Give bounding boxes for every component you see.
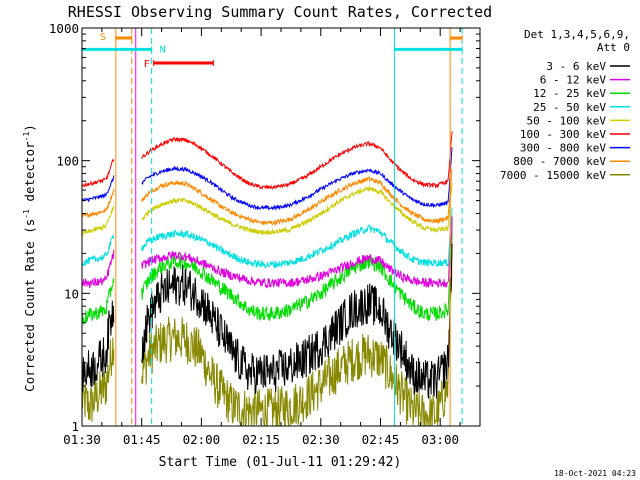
x-axis-label: Start Time (01-Jul-11 01:29:42) — [159, 455, 402, 470]
y-tick-label: 10 — [64, 286, 79, 301]
date-stamp: 18-Oct-2021 04:23 — [554, 469, 636, 478]
series-line — [81, 131, 453, 190]
series-segment — [141, 207, 453, 269]
series-segment — [82, 175, 115, 203]
marker-layer: S NF — [81, 28, 463, 426]
legend-label: 7000 - 15000 keV — [500, 169, 606, 182]
series-segment — [141, 147, 453, 211]
flag-label: F — [144, 59, 150, 70]
series-line — [81, 168, 453, 227]
legend-label: 50 - 100 keV — [527, 114, 607, 127]
series-layer — [81, 131, 453, 427]
x-tick-label: 01:30 — [63, 432, 101, 447]
y-tick-label: 1 — [71, 419, 79, 434]
legend-label: 800 - 7000 keV — [513, 155, 606, 168]
flag-label: N — [160, 45, 166, 56]
legend-label: 25 - 50 keV — [533, 101, 606, 114]
series-line — [81, 232, 453, 326]
series-line — [81, 218, 453, 427]
x-tick-label: 02:15 — [242, 432, 280, 447]
chart-title: RHESSI Observing Summary Count Rates, Co… — [68, 3, 492, 21]
series-segment — [141, 243, 453, 399]
legend-label: 300 - 800 keV — [520, 142, 606, 155]
legend-label: 3 - 6 keV — [546, 60, 606, 73]
y-tick-label: 1000 — [49, 21, 79, 36]
series-segment — [141, 216, 453, 289]
series-segment — [81, 234, 115, 267]
legend-label: 6 - 12 keV — [540, 74, 607, 87]
series-segment — [81, 278, 115, 326]
x-tick-label: 01:45 — [123, 432, 161, 447]
legend-label: 100 - 300 keV — [520, 128, 606, 141]
series-segment — [141, 168, 453, 227]
x-tick-label: 02:30 — [302, 432, 340, 447]
y-tick-label: 100 — [56, 154, 79, 169]
series-line — [81, 216, 453, 289]
series-segment — [141, 218, 453, 427]
x-tick-label: 02:00 — [183, 432, 221, 447]
series-segment — [81, 206, 115, 237]
series-segment — [81, 249, 115, 289]
series-line — [81, 207, 453, 269]
series-line — [81, 182, 453, 237]
series-line — [81, 243, 453, 399]
series-segment — [141, 131, 453, 190]
series-segment — [141, 182, 453, 236]
legend-header-2: Att 0 — [597, 41, 630, 54]
series-segment — [81, 188, 115, 218]
flag-label: S — [100, 32, 106, 43]
x-tick-label: 03:00 — [421, 432, 459, 447]
series-segment — [81, 158, 115, 188]
plot-frame — [81, 27, 481, 427]
series-segment — [141, 232, 453, 322]
series-line — [82, 147, 453, 211]
x-tick-label: 02:45 — [362, 432, 400, 447]
series-segment — [81, 300, 115, 392]
series-segment — [81, 337, 115, 422]
legend-label: 12 - 25 keV — [533, 87, 606, 100]
legend-header-1: Det 1,3,4,5,6,9, — [524, 28, 630, 41]
axis-layer: 01:30 01:45 02:00 02:15 02:30 02:45 03:00 1 10 10… — [49, 21, 481, 447]
y-axis-label: Corrected Count Rate (s-1 detector-1) — [22, 124, 37, 392]
